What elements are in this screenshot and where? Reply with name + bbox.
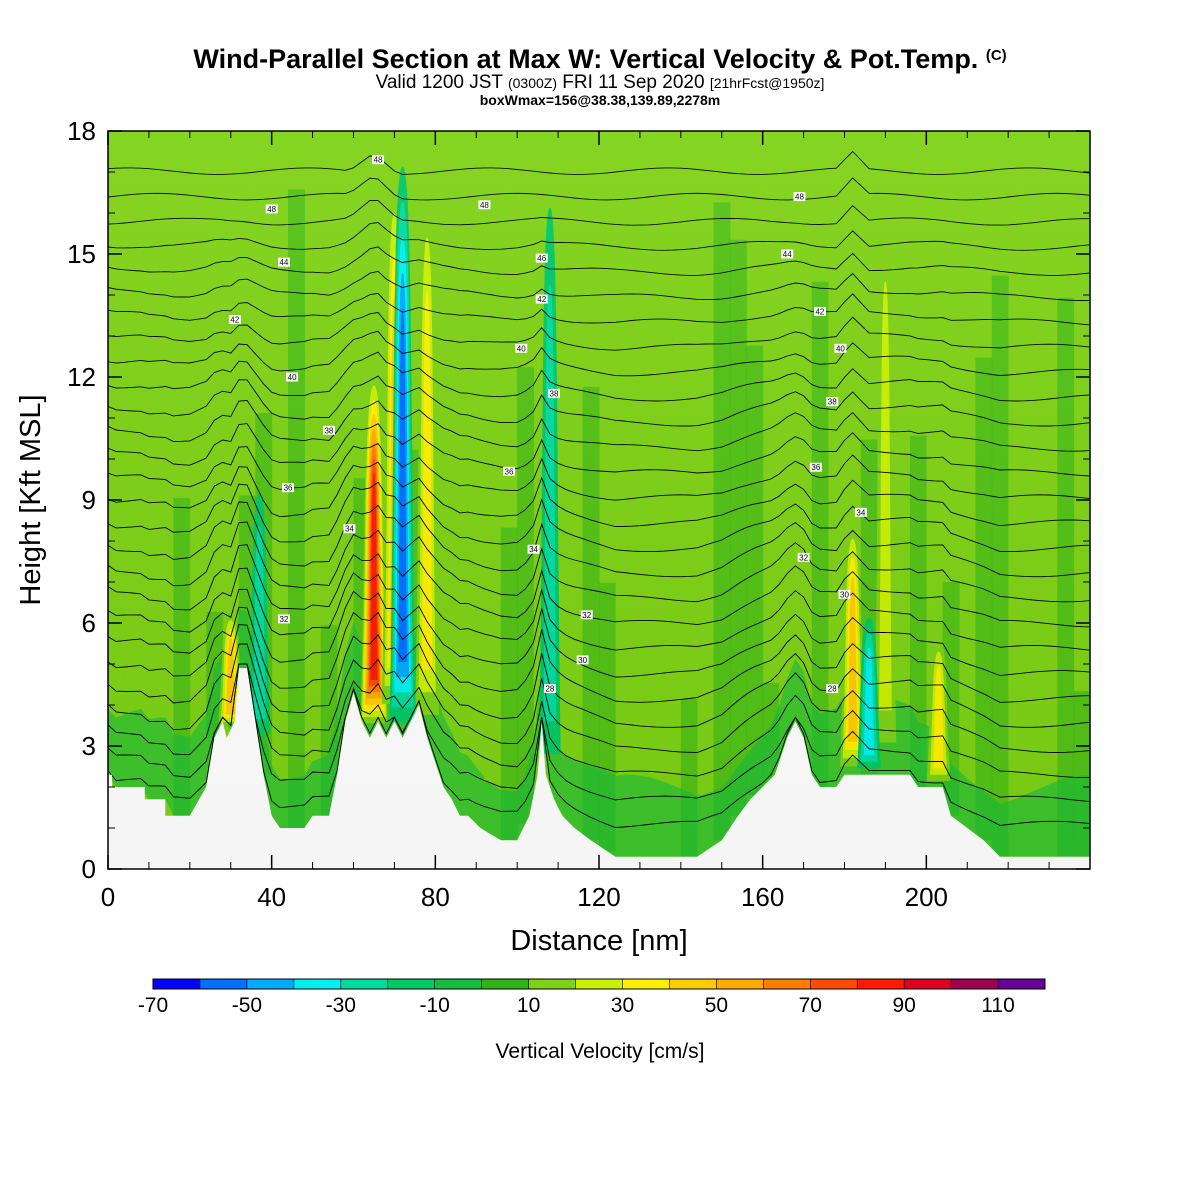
- colorbar-swatch: [340, 979, 389, 989]
- colorbar-swatch: [716, 979, 764, 989]
- colorbar-swatch: [857, 979, 905, 989]
- colorbar-tick-label: 70: [799, 994, 822, 1017]
- colorbar-tick-label: 90: [892, 994, 915, 1017]
- colorbar-tick-label: 30: [611, 994, 634, 1017]
- colorbar-swatch: [669, 979, 717, 989]
- colorbar-tick-label: -30: [326, 994, 356, 1017]
- x-tick-label: 200: [905, 882, 948, 912]
- x-axis-label: Distance [nm]: [510, 925, 687, 957]
- colorbar-tick-label: -50: [232, 994, 262, 1017]
- valid-time-text: Valid 1200 JST: [375, 72, 503, 93]
- colorbar-swatch: [951, 979, 999, 989]
- y-tick-label: 9: [82, 485, 96, 515]
- x-tick-label: 120: [577, 882, 620, 912]
- valid-time: Valid 1200 JST (0300Z) FRI 11 Sep 2020 […: [0, 72, 1200, 94]
- x-tick-label: 80: [421, 882, 450, 912]
- colorbar-tick-label: -10: [420, 994, 450, 1017]
- colorbar-swatch: [810, 979, 858, 989]
- colorbar-swatch: [904, 979, 952, 989]
- valid-date: FRI 11 Sep 2020: [562, 72, 705, 93]
- x-tick-label: 40: [257, 882, 286, 912]
- colorbar-swatch: [153, 979, 201, 989]
- field-shading: [108, 131, 1090, 869]
- colorbar-swatch: [246, 979, 295, 989]
- forecast-info: [21hrFcst@1950z]: [709, 75, 825, 91]
- x-tick-label: 0: [101, 882, 115, 912]
- x-tick-label: 160: [741, 882, 784, 912]
- valid-time-utc: (0300Z): [507, 75, 557, 91]
- y-tick-label: 12: [67, 362, 96, 392]
- y-axis-label: Height [Kft MSL]: [15, 394, 47, 605]
- colorbar-swatch: [293, 979, 342, 989]
- colorbar-swatch: [575, 979, 623, 989]
- box-wmax-info: boxWmax=156@38.38,139.89,2278m: [479, 92, 721, 108]
- colorbar-swatch: [622, 979, 670, 989]
- colorbar-frame: [152, 978, 1046, 990]
- colorbar-tick-label: 10: [517, 994, 540, 1017]
- colorbar-tick-label: 50: [705, 994, 728, 1017]
- colorbar-swatch: [998, 979, 1046, 989]
- colorbar-tick-label: -70: [138, 994, 168, 1017]
- y-tick-label: 6: [82, 608, 96, 638]
- plot-area: 4848484846444442424240404038383836363634…: [108, 131, 1090, 869]
- colorbar-label: Vertical Velocity [cm/s]: [496, 1040, 705, 1063]
- y-tick-label: 0: [82, 854, 96, 884]
- colorbar-swatch: [763, 979, 811, 989]
- chart-title-text: Wind-Parallel Section at Max W: Vertical…: [193, 44, 979, 74]
- y-tick-label: 3: [82, 731, 96, 761]
- colorbar-swatch: [434, 979, 482, 989]
- colorbar-swatch: [528, 979, 576, 989]
- chart-title: Wind-Parallel Section at Max W: Vertical…: [0, 44, 1200, 75]
- copyright-mark: (C): [985, 47, 1007, 64]
- colorbar-tick-label: 110: [981, 994, 1014, 1017]
- colorbar-swatch: [199, 979, 248, 989]
- colorbar-swatch: [481, 979, 529, 989]
- colorbar: -70 -50 -30 -10 10 30 50 70 90 110: [138, 978, 1046, 1017]
- colorbar-swatch: [387, 979, 435, 989]
- y-tick-label: 15: [67, 239, 96, 269]
- axes: 0 40 80 120 160 200 0 3 6 9 12 15 18: [67, 116, 1090, 912]
- y-tick-label: 18: [67, 116, 96, 146]
